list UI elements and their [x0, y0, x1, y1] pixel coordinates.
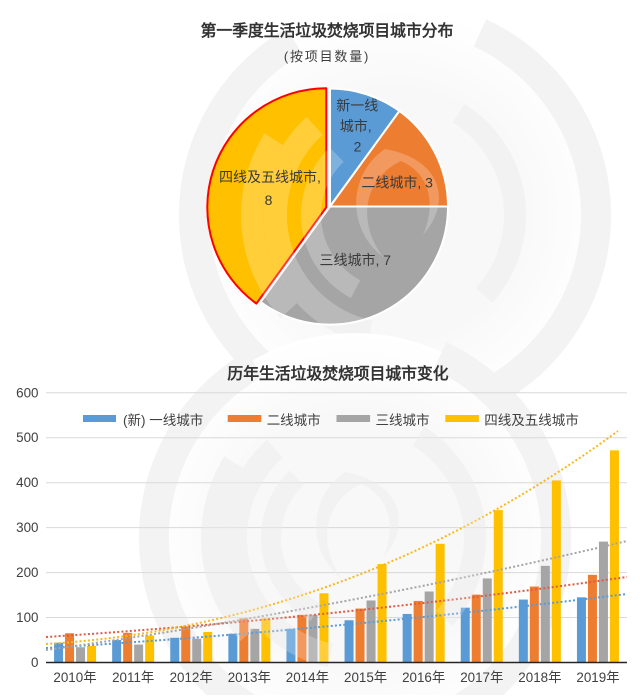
svg-text:城市,: 城市,: [340, 118, 372, 134]
svg-text:2019年: 2019年: [576, 670, 619, 685]
svg-text:(新) 一线城市: (新) 一线城市: [123, 412, 203, 428]
svg-text:2014年: 2014年: [286, 670, 329, 685]
svg-text:600: 600: [16, 385, 38, 400]
svg-text:三线城市, 7: 三线城市, 7: [320, 252, 392, 268]
svg-text:2018年: 2018年: [518, 670, 561, 685]
svg-text:100: 100: [16, 610, 38, 625]
svg-text:2017年: 2017年: [460, 670, 503, 685]
svg-text:400: 400: [16, 475, 38, 490]
svg-text:300: 300: [16, 520, 38, 535]
svg-text:(按项目数量): (按项目数量): [284, 49, 370, 64]
svg-text:200: 200: [16, 565, 38, 580]
svg-text:2: 2: [354, 139, 362, 155]
svg-text:四线及五线城市: 四线及五线城市: [484, 412, 579, 428]
svg-text:历年生活垃圾焚烧项目城市变化: 历年生活垃圾焚烧项目城市变化: [227, 364, 448, 383]
svg-text:新一线: 新一线: [336, 98, 378, 114]
svg-text:2013年: 2013年: [228, 670, 271, 685]
svg-text:2011年: 2011年: [112, 670, 154, 685]
svg-text:500: 500: [16, 430, 38, 445]
svg-text:2010年: 2010年: [53, 670, 96, 685]
svg-text:二线城市: 二线城市: [267, 412, 321, 428]
svg-text:8: 8: [265, 192, 273, 208]
svg-text:三线城市: 三线城市: [376, 412, 430, 428]
svg-text:2012年: 2012年: [170, 670, 213, 685]
svg-text:二线城市, 3: 二线城市, 3: [361, 175, 433, 191]
svg-text:第一季度生活垃圾焚烧项目城市分布: 第一季度生活垃圾焚烧项目城市分布: [201, 21, 454, 40]
svg-text:四线及五线城市,: 四线及五线城市,: [219, 169, 321, 185]
svg-text:2016年: 2016年: [402, 670, 445, 685]
svg-text:0: 0: [31, 655, 38, 670]
svg-text:2015年: 2015年: [344, 670, 387, 685]
